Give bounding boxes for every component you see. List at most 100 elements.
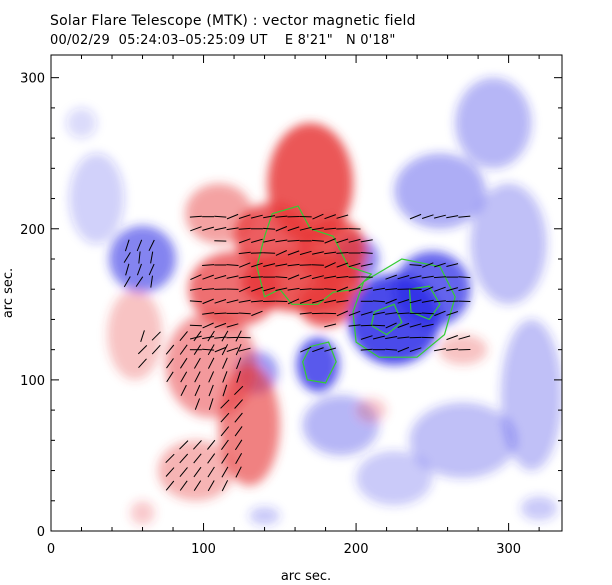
- field-vector: [458, 215, 471, 218]
- negative-polarity-region: [520, 496, 558, 521]
- field-vector: [214, 215, 227, 218]
- field-vector: [251, 262, 263, 268]
- field-vector: [238, 312, 251, 315]
- field-vector: [299, 298, 312, 304]
- field-vector: [236, 357, 242, 370]
- field-vector: [434, 348, 446, 352]
- field-vector: [275, 239, 288, 243]
- field-vector: [397, 322, 410, 328]
- field-vector: [434, 310, 446, 317]
- field-vector: [287, 226, 300, 232]
- field-vector: [214, 275, 227, 280]
- field-vector: [220, 426, 230, 437]
- field-vector: [324, 238, 336, 244]
- field-vector: [324, 347, 337, 352]
- field-vector: [207, 439, 216, 450]
- field-vector: [446, 215, 459, 219]
- field-vector: [179, 453, 189, 464]
- field-vector: [324, 251, 337, 255]
- negative-polarity-region: [69, 153, 125, 244]
- field-vector: [180, 384, 187, 397]
- field-vector: [194, 398, 201, 410]
- field-vector: [287, 287, 300, 291]
- field-vector: [348, 238, 361, 243]
- field-vector: [193, 480, 202, 491]
- y-tick-label: 200: [20, 223, 45, 238]
- field-vector: [458, 335, 471, 340]
- field-vector: [202, 336, 215, 340]
- field-vector: [226, 299, 239, 304]
- field-vector: [207, 466, 215, 478]
- field-vector: [179, 440, 189, 450]
- field-vector: [299, 288, 312, 291]
- field-vector: [421, 214, 434, 219]
- field-vector: [207, 357, 215, 369]
- field-contour: [408, 285, 441, 321]
- field-vector: [226, 264, 239, 266]
- field-vector: [385, 312, 398, 315]
- field-vector: [125, 263, 130, 276]
- field-vector: [135, 276, 144, 287]
- field-vector: [287, 263, 300, 267]
- positive-polarity-region: [185, 183, 253, 244]
- field-vector: [123, 252, 131, 263]
- field-vector: [336, 262, 349, 268]
- field-vector: [136, 263, 142, 276]
- field-vector: [311, 275, 324, 280]
- field-vector: [221, 344, 229, 356]
- field-vector: [311, 227, 324, 231]
- field-vector: [214, 227, 227, 231]
- field-vector: [238, 238, 251, 244]
- field-vector: [409, 275, 422, 279]
- field-vector: [124, 239, 130, 252]
- field-vector: [446, 335, 458, 341]
- field-vector: [300, 346, 312, 353]
- field-vector: [151, 344, 161, 355]
- field-vector: [202, 288, 215, 291]
- field-vector: [433, 300, 446, 303]
- field-vector: [324, 275, 337, 279]
- field-vector: [336, 214, 349, 219]
- field-vector: [235, 343, 242, 356]
- field-vector: [409, 323, 422, 328]
- negative-polarity-region: [409, 402, 517, 479]
- field-vector: [434, 262, 446, 268]
- field-vector: [287, 239, 300, 242]
- field-vector: [165, 480, 175, 491]
- field-vector: [311, 264, 324, 266]
- field-vector: [165, 467, 175, 477]
- field-vector: [189, 287, 202, 291]
- field-vector: [222, 371, 228, 383]
- field-vector: [208, 371, 215, 383]
- contour-lines: [256, 205, 456, 384]
- field-vector: [360, 335, 373, 340]
- field-vector: [446, 263, 459, 267]
- field-vector: [409, 299, 422, 304]
- x-tick-label: 100: [191, 542, 216, 557]
- field-vector: [136, 239, 143, 252]
- field-vector: [180, 371, 188, 383]
- field-vector: [189, 215, 202, 218]
- field-vector: [311, 251, 324, 255]
- chart-title: Solar Flare Telescope (MTK) : vector mag…: [50, 13, 416, 29]
- x-tick-label: 200: [344, 542, 369, 557]
- field-vector: [336, 252, 349, 254]
- field-vector: [251, 310, 263, 317]
- field-vector: [235, 453, 243, 464]
- field-vector: [251, 286, 263, 292]
- positive-polarity-region: [157, 440, 235, 501]
- positive-polarity-region: [130, 500, 155, 525]
- field-vector: [299, 226, 312, 231]
- field-vector: [360, 239, 373, 243]
- field-vector: [287, 250, 300, 256]
- field-vector: [275, 287, 288, 291]
- field-vector: [250, 252, 263, 254]
- negative-polarity-region: [249, 506, 280, 525]
- field-vector: [299, 312, 312, 315]
- positive-polarity-region: [299, 218, 367, 285]
- positive-polarity-region: [218, 364, 280, 486]
- negative-polarity-region: [470, 183, 547, 305]
- field-vector: [458, 276, 471, 279]
- field-vector: [220, 439, 229, 450]
- field-vector: [214, 322, 227, 328]
